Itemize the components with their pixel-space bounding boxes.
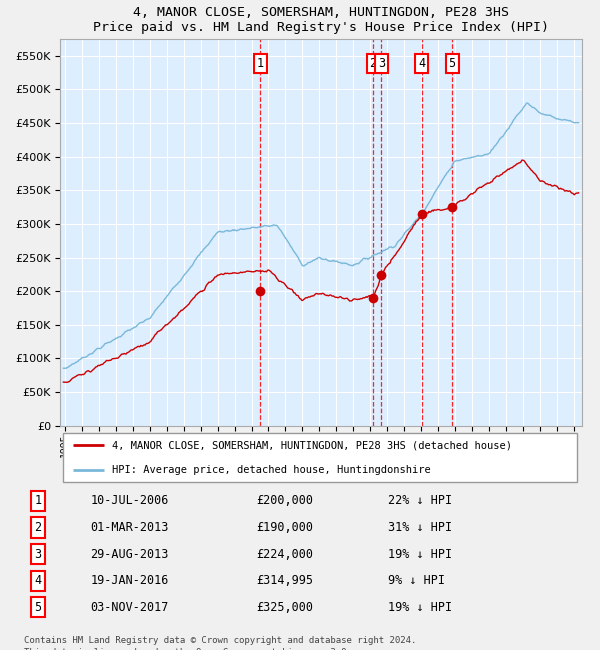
Text: 5: 5 bbox=[449, 57, 456, 70]
Text: 19-JAN-2016: 19-JAN-2016 bbox=[90, 575, 169, 588]
Text: 5: 5 bbox=[34, 601, 41, 614]
Text: 19% ↓ HPI: 19% ↓ HPI bbox=[388, 601, 452, 614]
Text: Contains HM Land Registry data © Crown copyright and database right 2024.
This d: Contains HM Land Registry data © Crown c… bbox=[24, 636, 416, 650]
Text: 3: 3 bbox=[34, 547, 41, 560]
Text: £200,000: £200,000 bbox=[256, 494, 313, 507]
Text: 4: 4 bbox=[418, 57, 425, 70]
Text: 3: 3 bbox=[378, 57, 385, 70]
Text: 29-AUG-2013: 29-AUG-2013 bbox=[90, 547, 169, 560]
Text: 2: 2 bbox=[34, 521, 41, 534]
Text: £224,000: £224,000 bbox=[256, 547, 313, 560]
FancyBboxPatch shape bbox=[62, 433, 577, 482]
Text: 10-JUL-2006: 10-JUL-2006 bbox=[90, 494, 169, 507]
Text: £325,000: £325,000 bbox=[256, 601, 313, 614]
Text: 4, MANOR CLOSE, SOMERSHAM, HUNTINGDON, PE28 3HS (detached house): 4, MANOR CLOSE, SOMERSHAM, HUNTINGDON, P… bbox=[112, 440, 512, 450]
Text: 4: 4 bbox=[34, 575, 41, 588]
Text: 1: 1 bbox=[257, 57, 264, 70]
Text: 9% ↓ HPI: 9% ↓ HPI bbox=[388, 575, 445, 588]
Text: 1: 1 bbox=[34, 494, 41, 507]
Text: 01-MAR-2013: 01-MAR-2013 bbox=[90, 521, 169, 534]
Text: £190,000: £190,000 bbox=[256, 521, 313, 534]
Text: 2: 2 bbox=[370, 57, 377, 70]
Text: 31% ↓ HPI: 31% ↓ HPI bbox=[388, 521, 452, 534]
Text: 03-NOV-2017: 03-NOV-2017 bbox=[90, 601, 169, 614]
Text: 22% ↓ HPI: 22% ↓ HPI bbox=[388, 494, 452, 507]
Text: 19% ↓ HPI: 19% ↓ HPI bbox=[388, 547, 452, 560]
Title: 4, MANOR CLOSE, SOMERSHAM, HUNTINGDON, PE28 3HS
Price paid vs. HM Land Registry': 4, MANOR CLOSE, SOMERSHAM, HUNTINGDON, P… bbox=[93, 6, 549, 34]
Text: £314,995: £314,995 bbox=[256, 575, 313, 588]
Text: HPI: Average price, detached house, Huntingdonshire: HPI: Average price, detached house, Hunt… bbox=[112, 465, 431, 475]
